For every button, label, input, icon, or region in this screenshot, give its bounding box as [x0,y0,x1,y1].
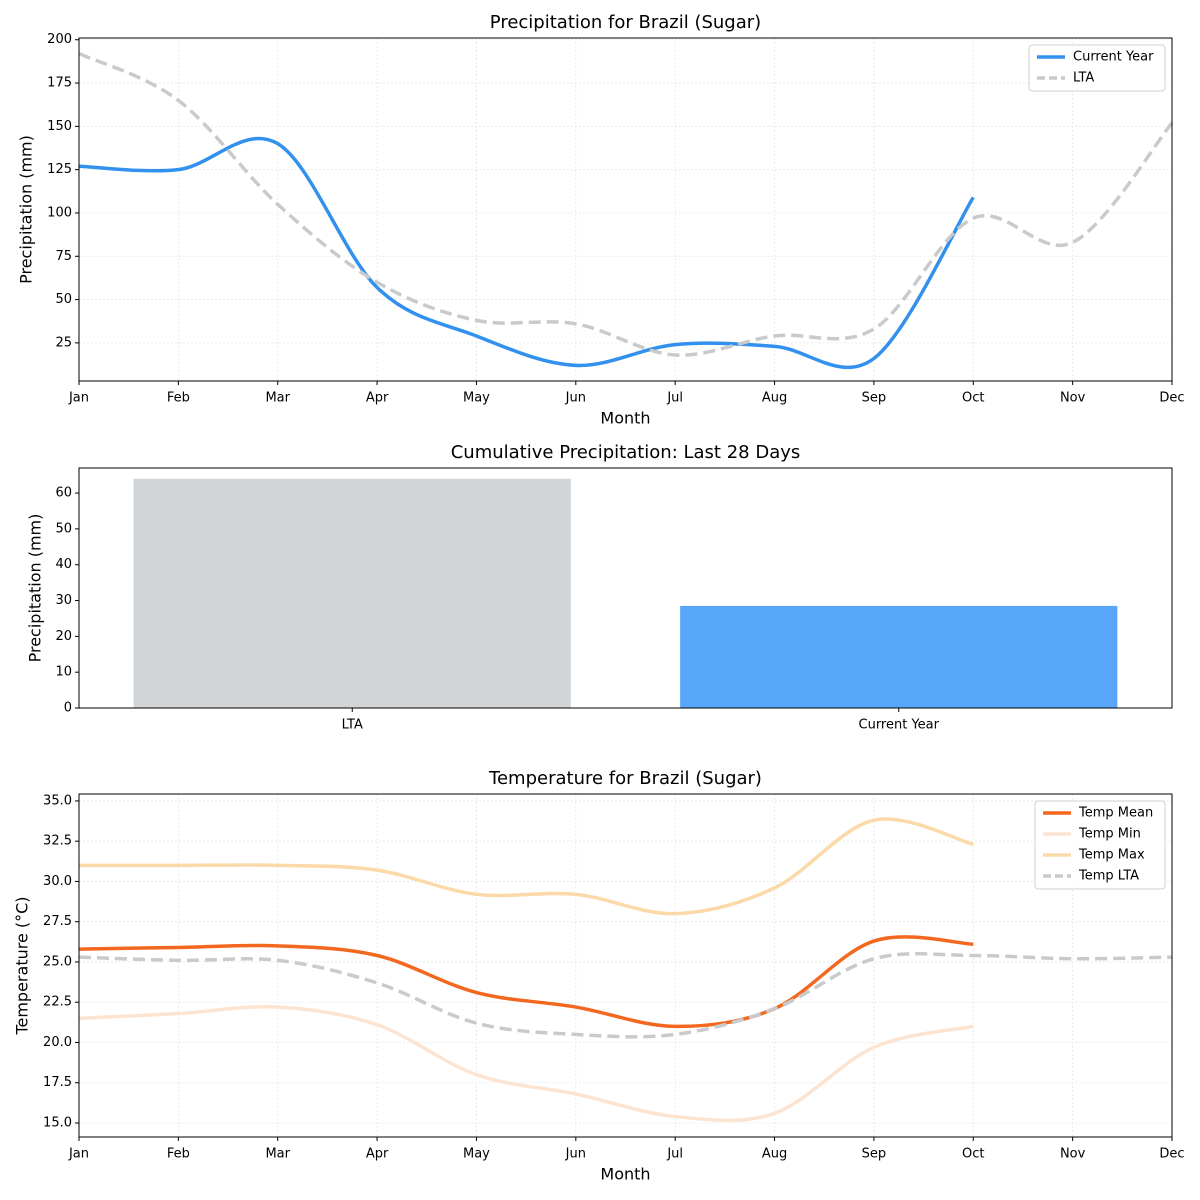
bar [133,478,571,708]
chart-title: Precipitation for Brazil (Sugar) [490,12,761,33]
line-series [78,52,1174,357]
x-tick-label: Nov [1060,1147,1086,1162]
plot-frame [78,37,1173,382]
y-tick-label: 22.5 [43,995,72,1010]
y-tick-label: 25 [55,335,72,350]
line-series [78,1004,974,1123]
y-tick-label: 32.5 [43,834,72,849]
legend-label: Temp LTA [1078,869,1139,884]
x-tick-label: Jun [565,1147,586,1162]
x-tick-label: May [463,391,490,406]
x-tick-label: Feb [167,1147,190,1162]
x-tick-label: Mar [265,1147,290,1162]
y-tick-label: 30 [55,593,72,608]
line-series [78,952,1173,1039]
y-tick-label: 35.0 [43,793,72,808]
y-tick-label: 50 [55,292,72,307]
y-tick-label: 75 [55,249,72,264]
y-axis-label: Precipitation (mm) [26,514,45,663]
x-tick-label: Mar [265,391,290,406]
y-axis-label: Temperature (°C) [13,896,32,1035]
y-tick-label: 20 [55,629,72,644]
bar [680,605,1118,708]
x-tick-label: Dec [1159,1147,1184,1162]
x-tick-label: Jul [666,1147,683,1162]
line-series [79,817,974,916]
x-tick-label: Jan [68,391,89,406]
x-tick-label: Apr [366,1147,389,1162]
line-series [78,136,975,370]
x-axis-label: Month [600,409,650,428]
x-tick-label: May [463,1147,490,1162]
y-tick-label: 175 [47,76,72,91]
x-axis-label: Month [600,1165,650,1184]
y-tick-label: 15.0 [43,1115,72,1130]
legend-label: Temp Min [1078,827,1141,842]
legend-box [1034,800,1166,890]
legend-label: Temp Max [1078,848,1145,863]
y-tick-label: 20.0 [43,1035,72,1050]
x-tick-label: LTA [342,718,363,733]
chart-title: Cumulative Precipitation: Last 28 Days [451,442,801,463]
x-tick-label: Feb [167,391,190,406]
y-tick-label: 125 [47,162,72,177]
line-series [78,935,974,1029]
legend: Temp Mean Temp Min Temp Max Temp LTA [1034,800,1166,890]
y-tick-label: 150 [47,119,72,134]
legend-label: LTA [1073,71,1094,86]
x-tick-label: Jul [666,391,683,406]
plot-frame [78,793,1173,1138]
y-tick-label: 60 [55,486,72,501]
x-tick-label: Oct [962,1147,984,1162]
x-tick-label: Dec [1159,391,1184,406]
x-tick-label: Nov [1060,391,1086,406]
x-tick-label: Jan [68,1147,89,1162]
plot-frame [78,467,1173,709]
x-tick-label: Sep [862,1147,887,1162]
legend: Current Year LTA [1028,44,1166,92]
y-tick-label: 10 [55,665,72,680]
edge-mask [1184,0,1200,1200]
y-tick-label: 200 [47,32,72,47]
y-tick-label: 100 [47,205,72,220]
y-tick-label: 0 [64,701,72,716]
x-tick-label: Apr [366,391,389,406]
y-tick-label: 17.5 [43,1075,72,1090]
plot-area [78,52,1174,370]
chart-title: Temperature for Brazil (Sugar) [488,768,762,789]
x-tick-label: Oct [962,391,984,406]
plot-area [133,478,1118,708]
x-tick-label: Aug [762,1147,787,1162]
y-tick-label: 30.0 [43,874,72,889]
y-tick-label: 27.5 [43,914,72,929]
x-tick-label: Current Year [859,718,940,733]
legend-label: Temp Mean [1078,806,1153,821]
x-tick-label: Aug [762,391,787,406]
y-tick-label: 50 [55,521,72,536]
y-tick-label: 25.0 [43,954,72,969]
y-tick-label: 40 [55,557,72,572]
x-tick-label: Sep [862,391,887,406]
y-axis-label: Precipitation (mm) [17,135,36,284]
x-tick-label: Jun [565,391,586,406]
legend-label: Current Year [1073,50,1154,65]
plot-area [78,817,1173,1123]
